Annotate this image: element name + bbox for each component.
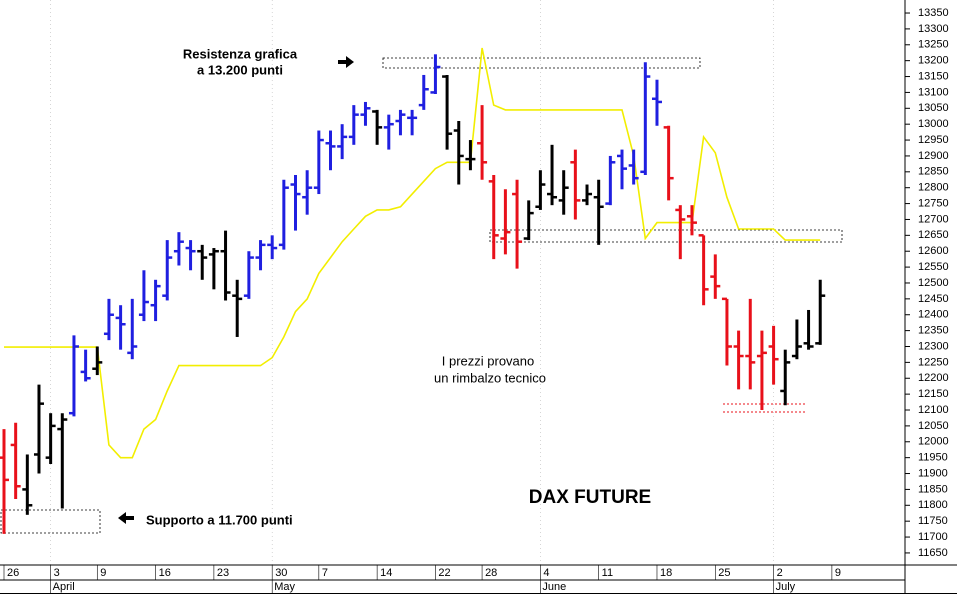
- y-tick-label: 13000: [918, 118, 949, 130]
- y-tick-label: 11900: [918, 467, 948, 479]
- y-tick-label: 12650: [918, 229, 949, 241]
- y-tick-label: 11800: [918, 499, 948, 511]
- y-tick-label: 13100: [918, 86, 949, 98]
- y-tick-label: 12150: [918, 388, 949, 400]
- arrow-right: [338, 56, 354, 68]
- x-tick-label: 7: [322, 567, 328, 579]
- x-tick-label: 16: [159, 567, 171, 579]
- y-tick-label: 12900: [918, 150, 949, 162]
- y-tick-label: 12250: [918, 356, 949, 368]
- annotation: un rimbalzo tecnico: [434, 370, 546, 385]
- x-tick-label: 28: [485, 567, 497, 579]
- congestion-zone: [489, 229, 843, 243]
- y-tick-label: 12300: [918, 340, 949, 352]
- y-tick-label: 12600: [918, 245, 949, 257]
- arrow-left: [118, 512, 134, 524]
- y-tick-label: 12100: [918, 404, 949, 416]
- y-tick-label: 12750: [918, 197, 949, 209]
- y-tick-label: 12850: [918, 166, 949, 178]
- y-tick-label: 12950: [918, 134, 949, 146]
- plot-area: [0, 0, 826, 565]
- y-tick-label: 13350: [918, 7, 949, 19]
- support-zone: [0, 509, 101, 534]
- month-label: July: [776, 581, 796, 593]
- y-tick-label: 12550: [918, 261, 949, 273]
- annotation: I prezzi provano: [442, 353, 535, 368]
- month-label: June: [542, 581, 566, 593]
- x-tick-label: 22: [438, 567, 450, 579]
- y-tick-label: 12450: [918, 293, 949, 305]
- y-tick-label: 11950: [918, 452, 948, 464]
- trend-line: [4, 47, 821, 459]
- annotation: Supporto a 11.700 punti: [146, 512, 293, 527]
- annotation: Resistenza grafica: [183, 46, 298, 61]
- x-tick-label: 2: [777, 567, 783, 579]
- y-tick-label: 13050: [918, 102, 949, 114]
- y-tick-label: 13150: [918, 70, 949, 82]
- y-tick-label: 11700: [918, 531, 948, 543]
- y-tick-label: 11850: [918, 483, 948, 495]
- y-tick-label: 12050: [918, 420, 949, 432]
- y-tick-label: 11750: [918, 515, 948, 527]
- chart-title: DAX FUTURE: [529, 487, 651, 508]
- y-tick-label: 12000: [918, 436, 949, 448]
- x-tick-label: 14: [380, 567, 392, 579]
- y-tick-label: 13250: [918, 39, 949, 51]
- annotation: a 13.200 punti: [197, 62, 283, 77]
- x-tick-label: 23: [217, 567, 229, 579]
- y-tick-label: 12800: [918, 182, 949, 194]
- month-label: April: [53, 581, 75, 593]
- x-tick-label: 26: [7, 567, 19, 579]
- x-tick-label: 11: [602, 567, 613, 579]
- y-tick-label: 13300: [918, 23, 949, 35]
- y-tick-label: 12350: [918, 325, 949, 337]
- x-tick-label: 4: [543, 567, 549, 579]
- x-tick-label: 18: [660, 567, 672, 579]
- x-tick-label: 30: [275, 567, 287, 579]
- x-tick-label: 9: [835, 567, 841, 579]
- x-tick-label: 3: [54, 567, 60, 579]
- y-tick-label: 12200: [918, 372, 949, 384]
- y-tick-label: 11650: [918, 547, 948, 559]
- x-tick-label: 9: [100, 567, 106, 579]
- y-tick-label: 12400: [918, 309, 949, 321]
- resistance-zone: [382, 57, 701, 69]
- y-tick-label: 12700: [918, 213, 949, 225]
- x-tick-label: 25: [718, 567, 730, 579]
- y-tick-label: 12500: [918, 277, 949, 289]
- y-tick-label: 13200: [918, 55, 949, 67]
- month-label: May: [274, 581, 295, 593]
